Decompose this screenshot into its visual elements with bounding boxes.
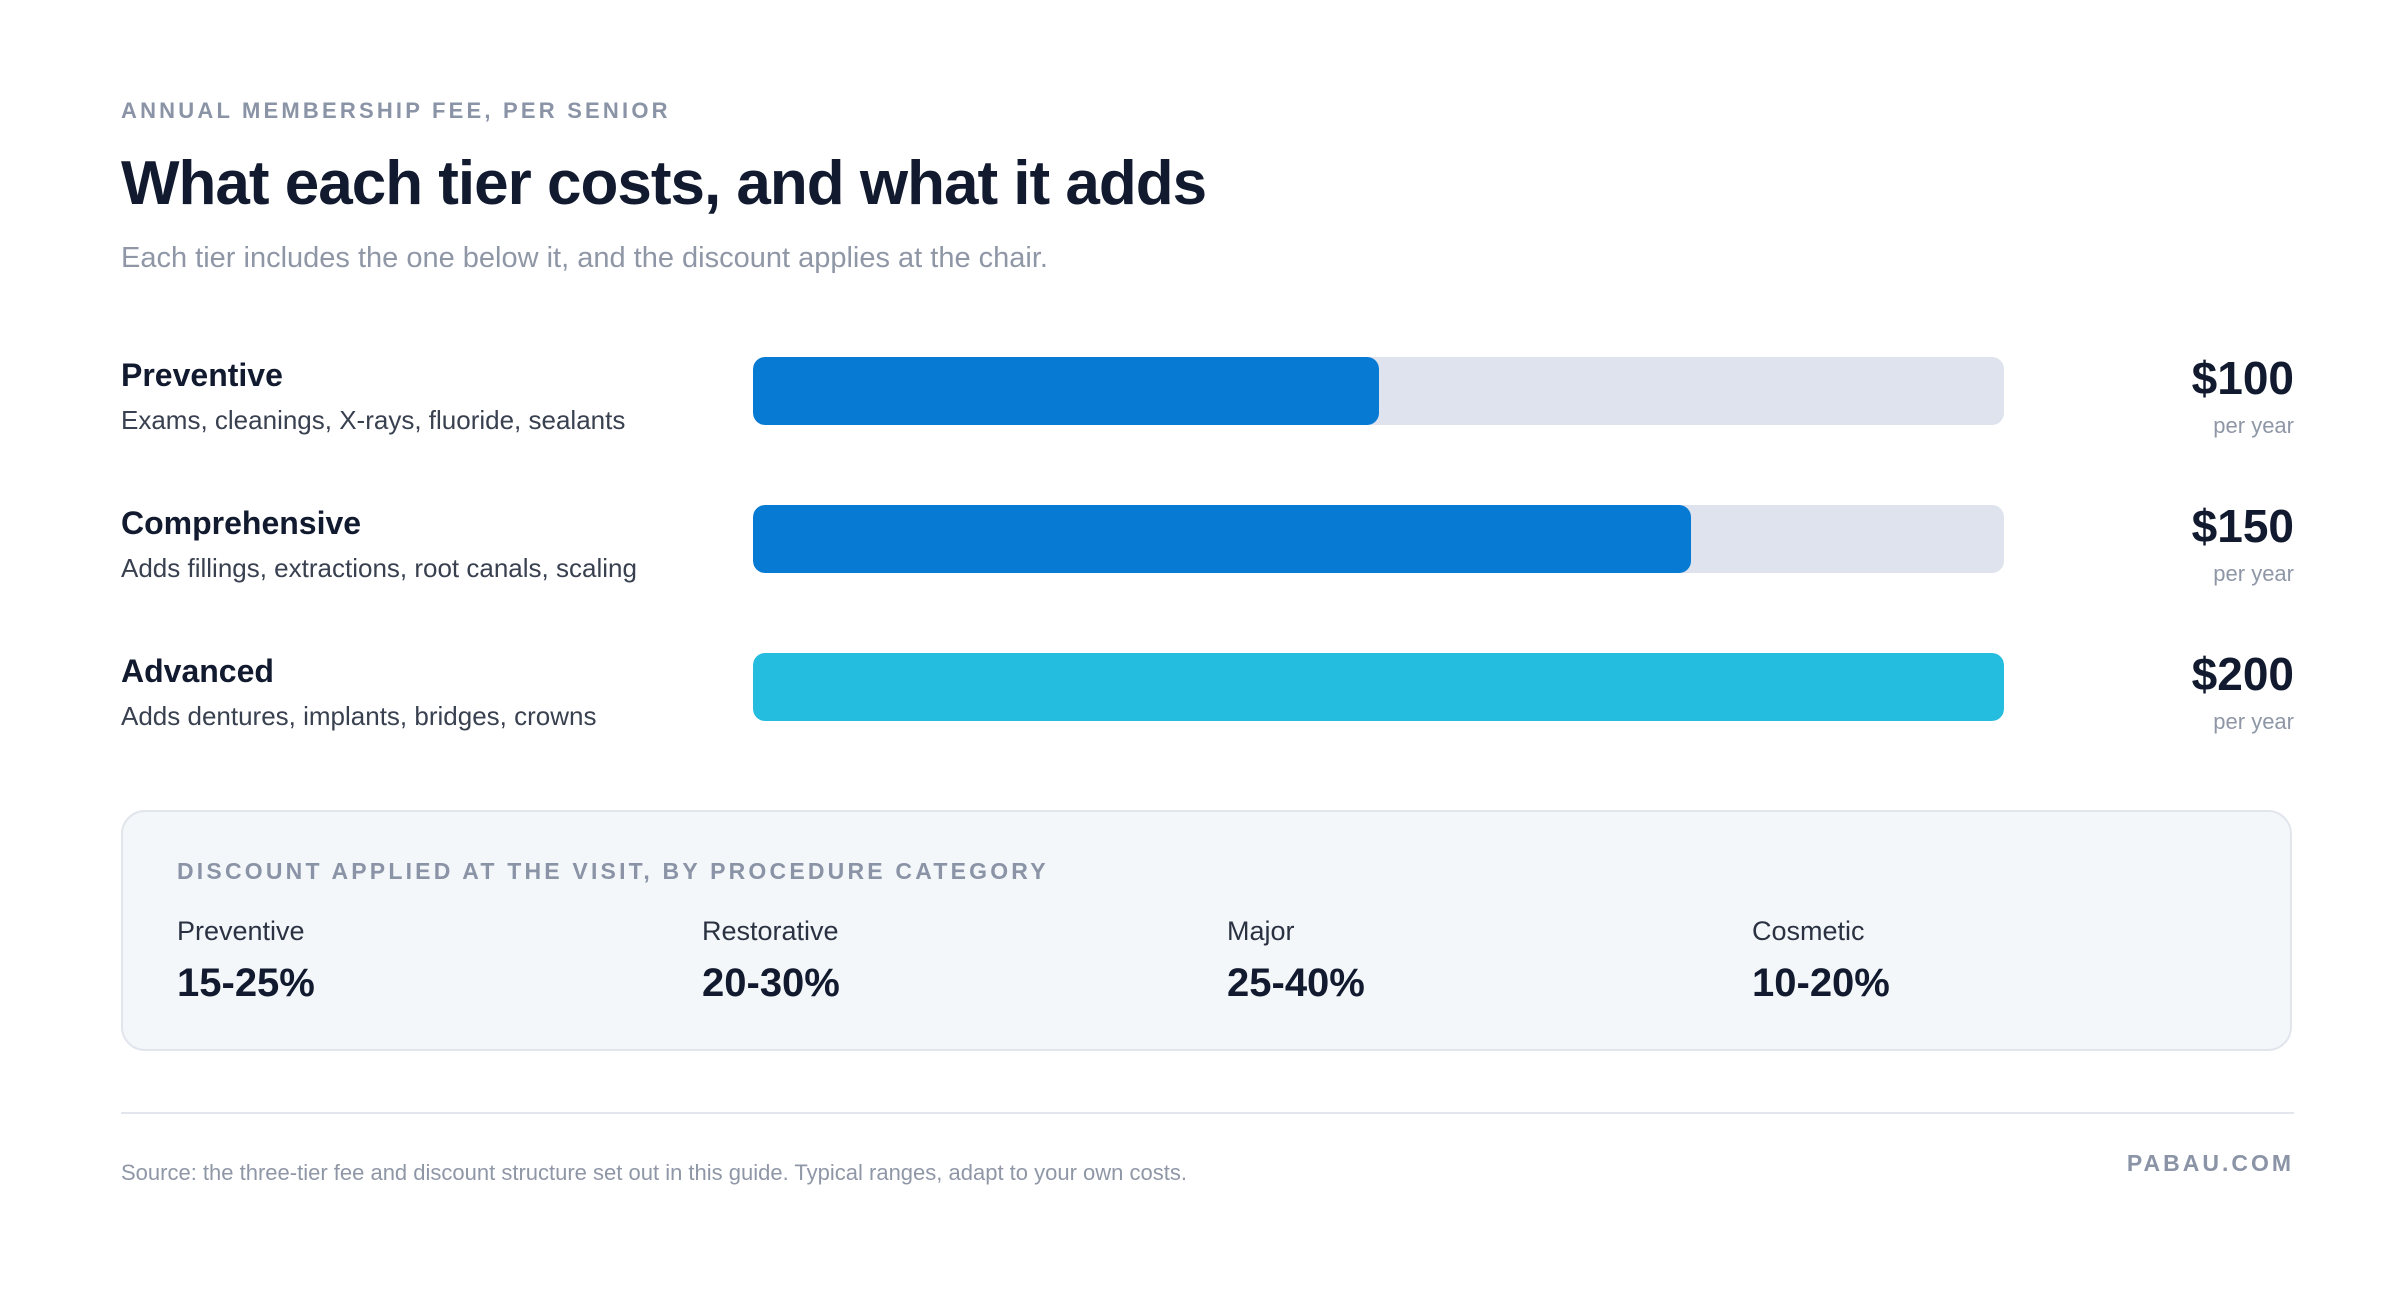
chart-title: What each tier costs, and what it adds (121, 149, 1207, 218)
bar-track (753, 357, 2004, 425)
discount-item-cosmetic: Cosmetic 10-20% (1752, 916, 1890, 1006)
price-label: $200 (2191, 648, 2294, 700)
price-unit: per year (2213, 413, 2294, 438)
bar-comprehensive (753, 505, 1692, 573)
tier-name: Advanced (121, 653, 274, 689)
tier-description: Adds fillings, extractions, root canals,… (121, 553, 637, 583)
discount-item-major: Major 25-40% (1227, 916, 1365, 1006)
price-unit: per year (2213, 561, 2294, 586)
chart-frame: ANNUAL MEMBERSHIP FEE, PER SENIOR What e… (121, 0, 2294, 1290)
discount-value: 20-30% (702, 961, 840, 1005)
discount-value: 25-40% (1227, 961, 1365, 1005)
bar-advanced (753, 653, 2004, 721)
price-unit: per year (2213, 709, 2294, 734)
tier-row-comprehensive: Comprehensive Adds fillings, extractions… (121, 500, 2294, 615)
tier-name: Preventive (121, 357, 283, 393)
bar-track (753, 653, 2004, 721)
tier-name: Comprehensive (121, 505, 362, 541)
discount-item-preventive: Preventive 15-25% (177, 916, 315, 1006)
discount-panel: DISCOUNT APPLIED AT THE VISIT, BY PROCED… (121, 810, 2292, 1051)
discount-item-restorative: Restorative 20-30% (702, 916, 840, 1006)
price-label: $100 (2191, 352, 2294, 404)
footer-divider (121, 1112, 2294, 1114)
discount-label: Major (1227, 916, 1295, 946)
discount-value: 10-20% (1752, 961, 1890, 1005)
discount-label: Preventive (177, 916, 305, 946)
discount-label: Restorative (702, 916, 839, 946)
source-note: Source: the three-tier fee and discount … (121, 1160, 1187, 1185)
tier-description: Exams, cleanings, X-rays, fluoride, seal… (121, 405, 626, 435)
bar-preventive (753, 357, 1379, 425)
tier-description: Adds dentures, implants, bridges, crowns (121, 701, 597, 731)
discount-value: 15-25% (177, 961, 315, 1005)
brand-label: PABAU.COM (2126, 1150, 2294, 1176)
tier-row-preventive: Preventive Exams, cleanings, X-rays, flu… (121, 352, 2294, 467)
chart-subtitle: Each tier includes the one below it, and… (121, 242, 1048, 274)
bar-track (753, 505, 2004, 573)
discount-label: Cosmetic (1752, 916, 1865, 946)
tier-row-advanced: Advanced Adds dentures, implants, bridge… (121, 648, 2294, 763)
chart-eyebrow: ANNUAL MEMBERSHIP FEE, PER SENIOR (121, 98, 671, 123)
discount-panel-title: DISCOUNT APPLIED AT THE VISIT, BY PROCED… (177, 858, 1049, 884)
price-label: $150 (2191, 500, 2294, 552)
